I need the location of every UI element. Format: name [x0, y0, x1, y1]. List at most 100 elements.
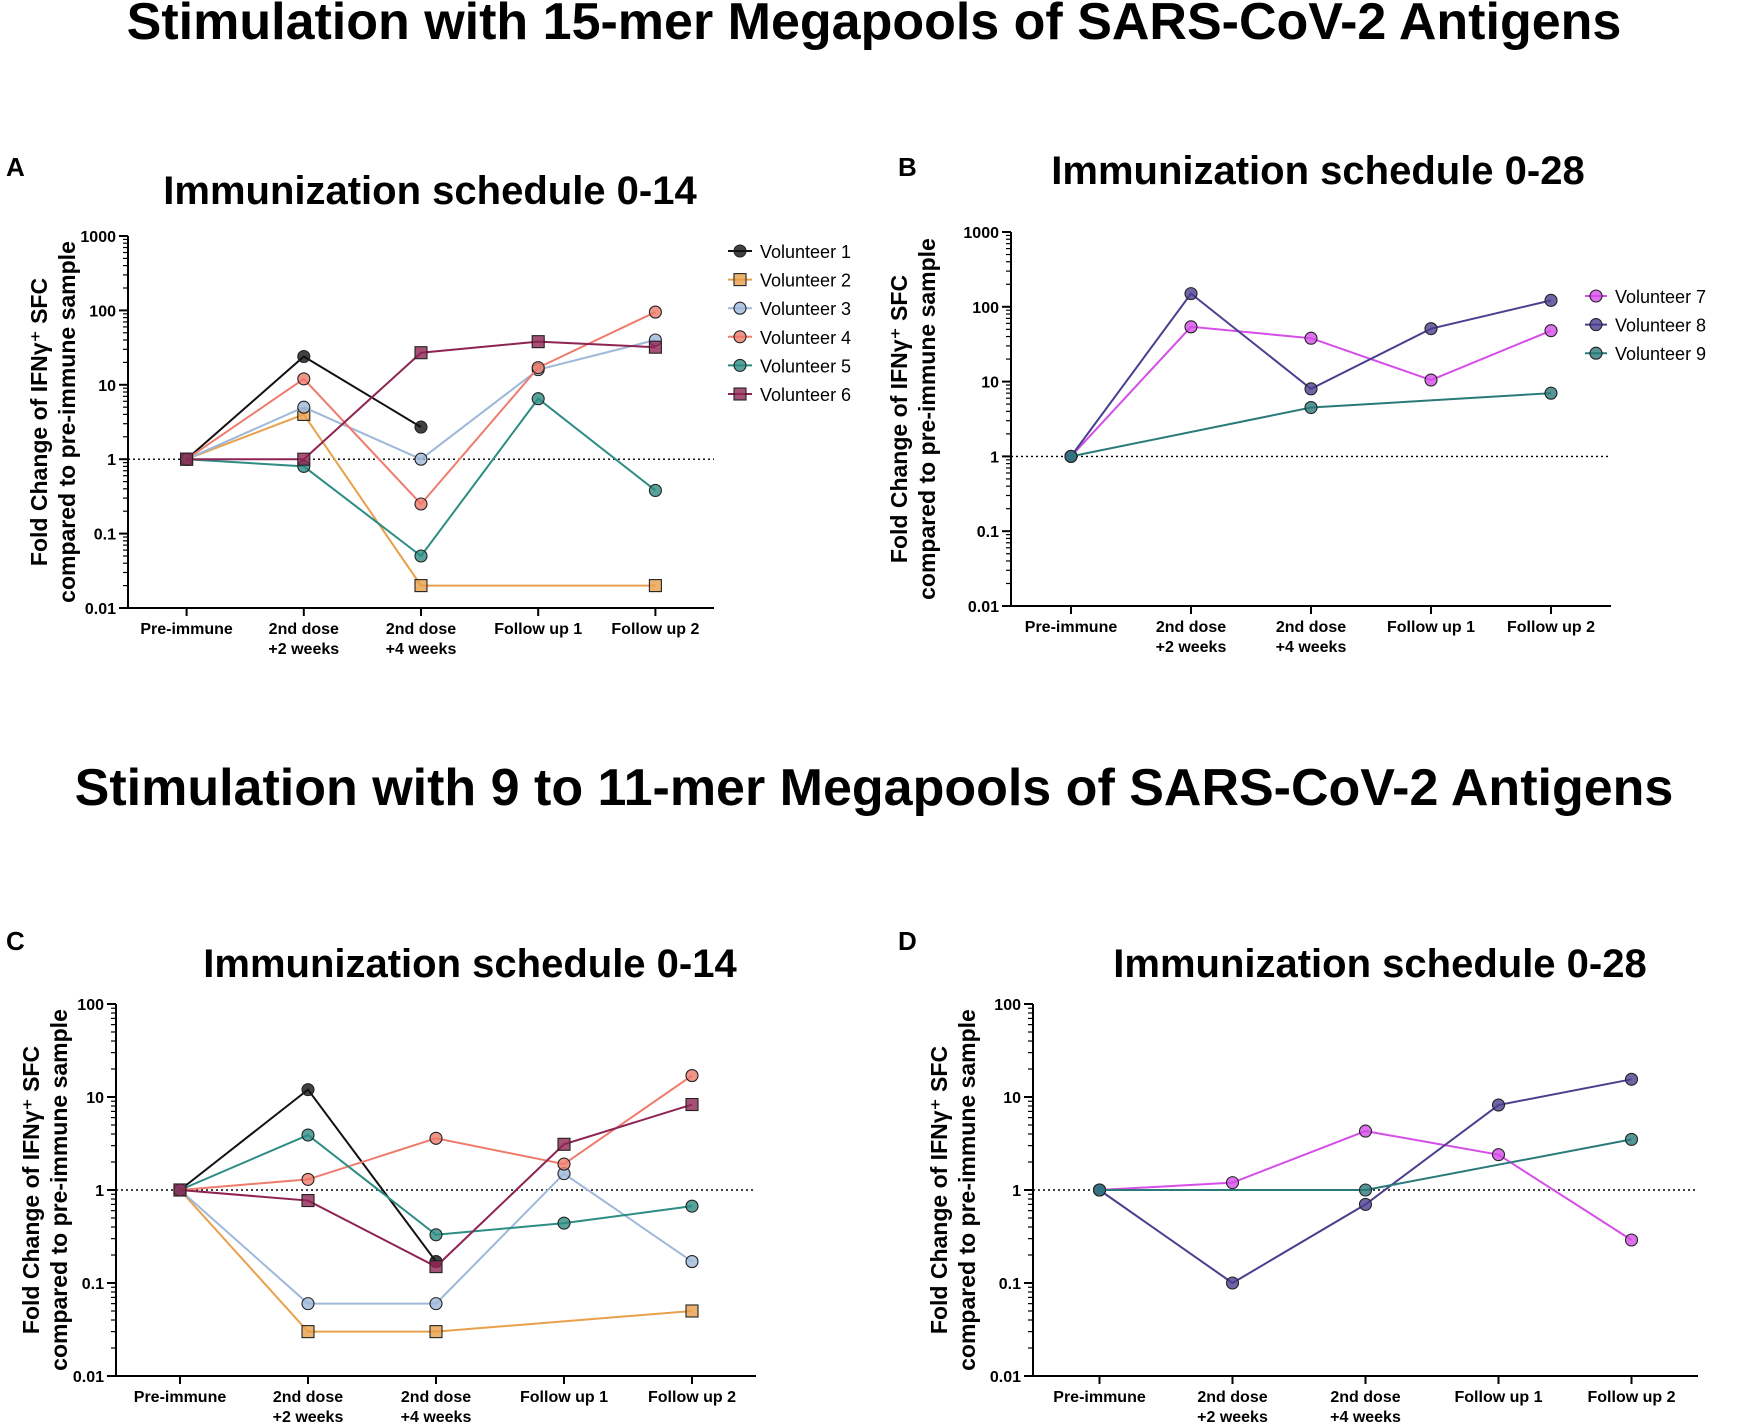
chart-panel-c: Immunization schedule 0-14 0.01 0.1 1 10 100 P… [18, 942, 756, 1426]
data-point-volunteer-4 [685, 1069, 699, 1083]
x-tick-label: +4 weeks [386, 641, 457, 658]
y-axis-label: compared to pre-immune sample [46, 1009, 72, 1371]
data-point-volunteer-9 [1064, 449, 1078, 463]
chart-title: Immunization schedule 0-28 [1051, 149, 1584, 193]
data-point-volunteer-6 [685, 1097, 699, 1112]
data-point-volunteer-6 [531, 335, 545, 349]
legend-label: Volunteer 2 [760, 271, 851, 291]
data-point-volunteer-8 [1491, 1098, 1506, 1112]
data-point-volunteer-6 [648, 340, 662, 354]
y-tick-label: 10 [98, 378, 116, 395]
x-tick-label: 2nd dose [1156, 619, 1226, 636]
legend-marker [1589, 318, 1603, 332]
x-tick-label: Pre-immune [1025, 619, 1118, 636]
x-tick-label: Follow up 2 [611, 621, 699, 638]
data-point-volunteer-2 [685, 1304, 699, 1318]
legend-label: Volunteer 5 [760, 356, 851, 376]
y-tick-label: 10 [981, 375, 999, 392]
data-point-volunteer-6 [173, 1183, 187, 1197]
y-axis-label: compared to pre-immune sample [54, 241, 80, 603]
data-point-volunteer-4 [414, 497, 428, 511]
x-tick-label: +2 weeks [268, 641, 339, 658]
y-axis-label: compared to pre-immune sample [914, 238, 940, 600]
legend-label: Volunteer 7 [1615, 287, 1706, 307]
data-point-volunteer-8 [1358, 1197, 1373, 1211]
series-line-volunteer-8 [1098, 1078, 1632, 1285]
data-point-volunteer-5 [648, 483, 662, 498]
y-tick-label: 0.01 [73, 1369, 104, 1386]
data-point-volunteer-4 [297, 372, 311, 386]
legend-marker [1589, 346, 1603, 360]
data-point-volunteer-8 [1624, 1072, 1639, 1086]
data-point-volunteer-6 [297, 452, 311, 466]
y-tick-label: 100 [89, 303, 116, 320]
data-point-volunteer-5 [557, 1216, 571, 1230]
legend-label: Volunteer 6 [760, 385, 851, 405]
x-tick-label: Pre-immune [140, 621, 233, 638]
x-tick-label: +2 weeks [1197, 1409, 1268, 1426]
data-point-volunteer-8 [1225, 1276, 1240, 1290]
legend-marker [733, 330, 747, 344]
x-tick-label: Follow up 1 [1455, 1389, 1543, 1406]
x-tick-label: 2nd dose [1330, 1389, 1400, 1406]
x-tick-label: 2nd dose [401, 1389, 471, 1406]
data-point-volunteer-9 [1358, 1183, 1373, 1197]
data-point-volunteer-8 [1544, 293, 1558, 307]
series-line-volunteer-4 [186, 311, 656, 506]
y-tick-label: 1 [95, 1183, 104, 1200]
legend: Volunteer 1 Volunteer 2 Volunteer 3 Volunte… [728, 242, 851, 405]
data-point-volunteer-3 [414, 452, 428, 466]
y-tick-label: 100 [994, 997, 1021, 1014]
data-point-volunteer-2 [648, 579, 662, 593]
legend-marker [733, 387, 747, 401]
x-tick-label: Pre-immune [1053, 1389, 1146, 1406]
data-point-volunteer-7 [1424, 373, 1438, 387]
y-tick-label: 0.1 [94, 527, 116, 544]
y-tick-label: 1000 [963, 225, 999, 242]
data-point-volunteer-6 [429, 1260, 443, 1274]
data-point-volunteer-2 [429, 1325, 443, 1339]
y-tick-label: 0.01 [85, 601, 116, 618]
data-point-volunteer-2 [414, 579, 428, 593]
data-point-volunteer-9 [1624, 1132, 1639, 1146]
legend-label: Volunteer 9 [1615, 344, 1706, 364]
data-point-volunteer-6 [557, 1137, 571, 1151]
section-title-9-11mer: Stimulation with 9 to 11-mer Megapools o… [74, 759, 1674, 817]
data-point-volunteer-8 [1184, 287, 1198, 301]
x-tick-label: 2nd dose [1276, 619, 1346, 636]
chart-title: Immunization schedule 0-28 [1113, 942, 1646, 986]
panel-label-b: B [898, 152, 917, 182]
data-point-volunteer-1 [301, 1083, 315, 1097]
y-axis-label: compared to pre-immune sample [954, 1009, 980, 1371]
legend-label: Volunteer 4 [760, 328, 851, 348]
panel-label-d: D [898, 926, 917, 956]
legend-marker [733, 301, 747, 315]
legend-marker [733, 273, 747, 287]
x-tick-label: +4 weeks [1276, 639, 1347, 656]
y-tick-label: 1 [990, 449, 999, 466]
series-line-volunteer-2 [179, 1189, 693, 1333]
data-point-volunteer-9 [1544, 386, 1558, 400]
x-tick-label: Follow up 1 [1387, 619, 1475, 636]
y-tick-label: 10 [86, 1090, 104, 1107]
data-point-volunteer-4 [531, 361, 545, 375]
data-point-volunteer-5 [301, 1128, 315, 1142]
x-tick-label: +2 weeks [273, 1409, 344, 1426]
chart-panel-b: Immunization schedule 0-28 0.01 0.1 1 10 100 1… [886, 149, 1706, 656]
chart-title: Immunization schedule 0-14 [203, 942, 737, 986]
x-tick-label: 2nd dose [269, 621, 339, 638]
y-tick-label: 1 [107, 452, 116, 469]
data-point-volunteer-7 [1358, 1124, 1373, 1138]
data-point-volunteer-8 [1304, 382, 1318, 396]
data-point-volunteer-3 [429, 1297, 443, 1311]
data-point-volunteer-5 [531, 392, 545, 406]
y-tick-label: 100 [972, 300, 999, 317]
data-point-volunteer-3 [301, 1297, 315, 1311]
x-tick-label: Follow up 2 [1507, 619, 1595, 636]
legend: Volunteer 7 Volunteer 8 Volunteer 9 [1585, 287, 1706, 364]
legend-marker [733, 358, 747, 372]
y-tick-label: 0.01 [968, 599, 999, 616]
x-tick-label: Follow up 2 [1588, 1389, 1676, 1406]
x-tick-label: Follow up 1 [520, 1389, 608, 1406]
x-tick-label: 2nd dose [273, 1389, 343, 1406]
